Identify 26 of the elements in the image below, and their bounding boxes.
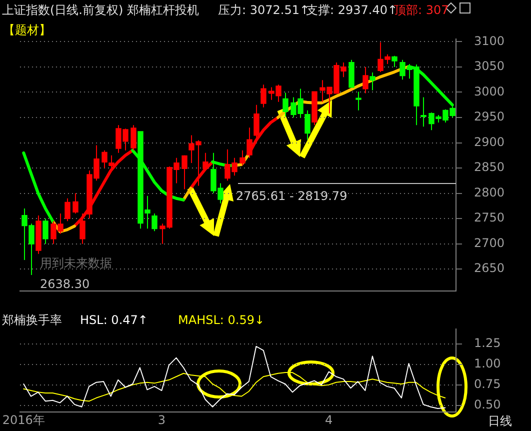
- text: HSL: 0.47↑: [80, 313, 148, 327]
- annotation: 用到未来数据: [40, 256, 112, 270]
- y-tick-label: 2700: [474, 236, 505, 250]
- chart-title: 郑楠换手率: [2, 313, 62, 327]
- annotation: 2765.61 - 2819.79: [236, 189, 348, 203]
- text: MAHSL: 0.59↓: [178, 313, 265, 327]
- y-tick-label: 2650: [474, 261, 505, 276]
- y-tick-label: 2800: [474, 185, 505, 200]
- y-tick-label: 0.50: [474, 397, 501, 412]
- y-tick-label: 2950: [474, 110, 505, 124]
- x-tick-label: 4: [325, 413, 333, 428]
- text: 日线: [488, 414, 512, 428]
- x-tick-label: 2016年: [2, 413, 45, 428]
- y-tick-label: 1.00: [474, 356, 501, 370]
- x-tick-label: 3: [158, 413, 166, 428]
- y-tick-label: 2900: [474, 134, 505, 149]
- annotation: 2638.30: [40, 277, 90, 291]
- y-tick-label: 3100: [474, 34, 505, 48]
- text: 【题材】: [3, 23, 51, 37]
- chart-title: 上证指数(日线.前复权) 郑楠杠杆投机: [2, 3, 199, 17]
- y-tick-label: 2850: [474, 160, 505, 174]
- y-tick-label: 1.25: [474, 336, 501, 350]
- y-tick-label: 2750: [474, 210, 505, 225]
- y-tick-label: 3050: [474, 59, 505, 74]
- y-tick-label: 0.75: [474, 376, 501, 391]
- y-tick-label: 3000: [474, 84, 505, 98]
